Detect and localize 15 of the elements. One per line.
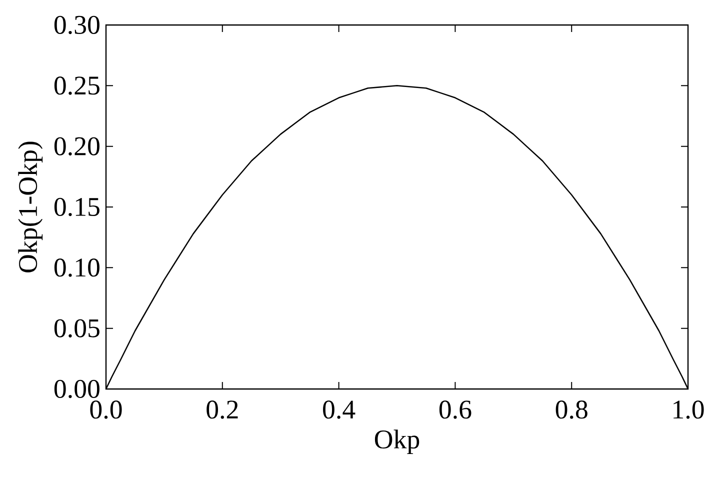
x-tick-label: 0.6 xyxy=(439,400,472,419)
y-tick-label: 0.15 xyxy=(54,198,100,216)
y-tick-label: 0.20 xyxy=(54,137,100,156)
x-tick-label: 0.8 xyxy=(556,400,588,419)
y-tick-label: 0.25 xyxy=(54,76,100,95)
x-axis-title: Okp xyxy=(374,430,420,454)
y-tick-label: 0.05 xyxy=(54,319,100,338)
y-tick-label: 0.10 xyxy=(54,258,100,277)
x-tick-label: 0.0 xyxy=(90,400,122,419)
y-axis-title: Okp(1-Okp) xyxy=(18,142,43,272)
y-tick-label: 0.30 xyxy=(54,16,100,34)
y-tick-label: 0.00 xyxy=(54,380,100,398)
x-tick-label: 1.0 xyxy=(674,400,704,419)
x-tick-label: 0.2 xyxy=(206,400,238,419)
x-tick-label: 0.4 xyxy=(323,400,356,419)
